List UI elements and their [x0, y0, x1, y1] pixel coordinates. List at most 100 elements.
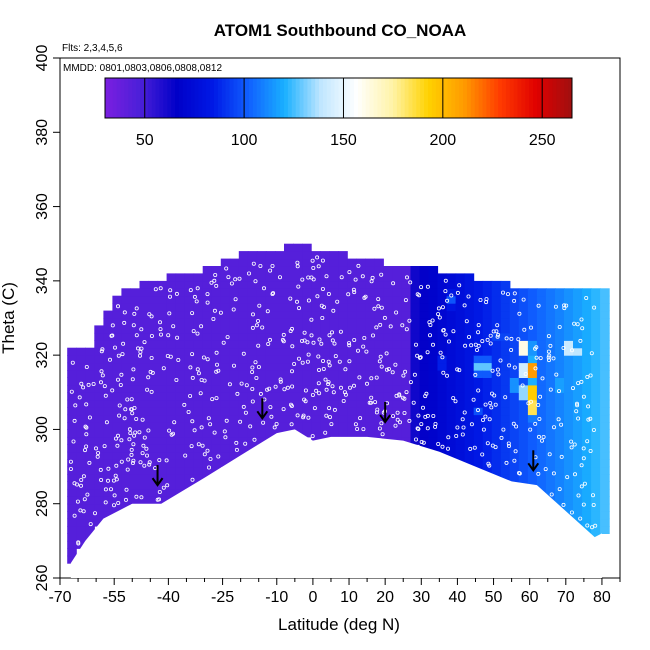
heatmap-cell [103, 451, 113, 460]
track-point [571, 386, 576, 391]
heatmap-cell [437, 407, 448, 416]
track-point [481, 427, 486, 432]
track-point [351, 383, 356, 388]
heatmap-cell [374, 377, 384, 386]
heatmap-cell [302, 429, 312, 438]
heatmap-cell [419, 370, 430, 378]
heatmap-cell [302, 288, 312, 297]
heatmap-cell [193, 459, 204, 468]
colorbar-swatch [276, 78, 281, 118]
track-point [548, 387, 553, 392]
heatmap-cell [410, 340, 421, 349]
heatmap-cell [193, 325, 204, 334]
heatmap-cell [284, 310, 294, 319]
heatmap-cell [67, 444, 77, 453]
heatmap-cell [491, 459, 502, 468]
heatmap-cell [600, 392, 610, 401]
heatmap-cell [482, 436, 493, 445]
heatmap-cell [536, 451, 547, 460]
heatmap-cell [121, 325, 131, 334]
heatmap-cell [383, 422, 393, 430]
track-point [390, 370, 395, 375]
track-point [256, 364, 261, 369]
heatmap-cell [347, 340, 357, 349]
heatmap-cell [356, 429, 366, 438]
track-point [440, 355, 445, 360]
heatmap-cell [256, 251, 267, 260]
colorbar-swatch [431, 78, 437, 118]
track-point [562, 303, 567, 308]
heatmap-cell [184, 459, 195, 468]
track-point [310, 392, 315, 397]
track-point [374, 410, 379, 415]
colorbar-swatch [451, 78, 456, 118]
heatmap-cell [103, 340, 113, 349]
heatmap-cell [202, 303, 213, 312]
heatmap-cell [564, 399, 574, 408]
colorbar-swatch [501, 78, 507, 118]
heatmap-cell [374, 258, 384, 267]
track-point [546, 349, 551, 354]
heatmap-cell [518, 407, 529, 416]
heatmap-cell [582, 310, 592, 319]
heatmap-cell [130, 318, 141, 326]
heatmap-cell [202, 377, 213, 386]
heatmap-cell [518, 303, 529, 312]
heatmap-cell [582, 526, 592, 534]
track-point [485, 337, 490, 342]
heatmap-cell [139, 347, 150, 356]
track-point [145, 387, 150, 392]
track-point [146, 375, 151, 380]
heatmap-cell [392, 377, 402, 386]
heatmap-cell [329, 303, 339, 312]
heatmap-cell [284, 325, 294, 334]
heatmap-cell [175, 273, 186, 282]
profile-arrows [151, 398, 540, 487]
heatmap-cell [311, 377, 321, 386]
heatmap-cell [347, 370, 357, 378]
heatmap-cell [347, 280, 357, 289]
track-point [302, 338, 307, 343]
heatmap-cell [536, 481, 547, 490]
track-point [372, 306, 377, 311]
track-point [137, 353, 142, 358]
heatmap-cell [509, 414, 520, 423]
heatmap-cell [265, 251, 276, 260]
heatmap-cell [536, 362, 547, 371]
heatmap-cell [338, 399, 348, 408]
heatmap-cell [94, 392, 104, 401]
heatmap-cell [67, 511, 77, 520]
track-point [212, 308, 217, 313]
heatmap-cell [356, 295, 366, 304]
track-point [244, 383, 249, 388]
heatmap-cell [247, 370, 258, 378]
heatmap-cell [455, 392, 466, 401]
heatmap-cell [76, 355, 86, 364]
heatmap-cell [247, 280, 258, 289]
heatmap-cell [247, 340, 258, 349]
heatmap-cell [112, 392, 122, 401]
track-point [538, 394, 543, 399]
track-point [343, 392, 348, 397]
heatmap-cell [67, 496, 77, 505]
track-point [210, 397, 215, 402]
heatmap-cell [293, 288, 303, 297]
heatmap-cell [103, 325, 113, 334]
heatmap-cell [94, 444, 104, 453]
track-point [167, 311, 172, 316]
track-point [169, 432, 174, 437]
heatmap-cell [247, 377, 258, 386]
heatmap-cell [238, 273, 249, 282]
colorbar: 50 100 150 200 250 [104, 77, 573, 149]
track-point [281, 339, 286, 344]
track-point [585, 374, 590, 379]
heatmap-cell [103, 370, 113, 378]
heatmap-cell [410, 273, 421, 282]
track-point [360, 274, 365, 279]
track-point [564, 303, 569, 308]
heatmap-cell [320, 392, 330, 401]
track-point [329, 422, 334, 427]
heatmap-cell [220, 407, 231, 416]
heatmap-cell [76, 377, 86, 386]
heatmap-cell [211, 347, 222, 356]
